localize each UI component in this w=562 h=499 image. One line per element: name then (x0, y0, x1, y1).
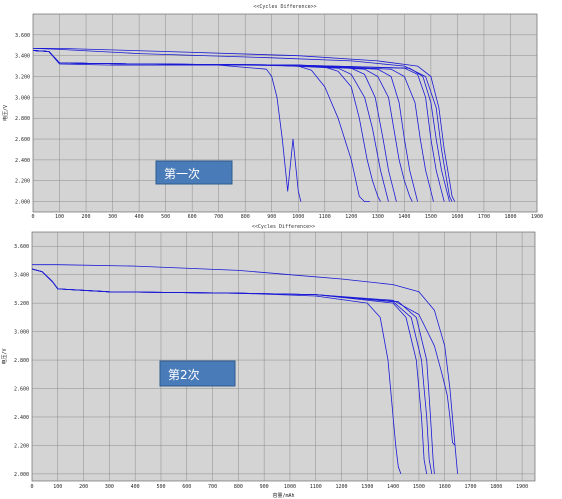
annotation-box (159, 360, 236, 387)
x-tick-label: 500 (161, 214, 170, 220)
x-tick-label: 300 (105, 484, 114, 490)
x-tick-label: 900 (260, 484, 269, 490)
y-tick-label: 2.600 (14, 387, 29, 393)
x-tick-label: 100 (53, 484, 62, 490)
x-tick-label: 1600 (451, 214, 463, 220)
series-line-11 (32, 48, 453, 202)
x-tick-label: 900 (267, 214, 276, 220)
chart-1: <<Cycles Difference>> 0 100 200 300 400 500 600… (2, 4, 543, 220)
x-tick-label: 1300 (372, 214, 384, 220)
y-axis-label: 电压/V (1, 348, 8, 364)
plot-area (31, 231, 536, 482)
annotation-label: 第2次 (168, 368, 200, 382)
x-tick-label: 1900 (531, 214, 543, 220)
x-tick-label: 1500 (425, 214, 437, 220)
annotation-box (155, 160, 233, 185)
x-tick-label: 1300 (361, 484, 373, 490)
series-line-1 (32, 50, 302, 202)
x-tick-label: 700 (208, 484, 217, 490)
x-tick-label: 600 (182, 484, 191, 490)
series-line-6 (32, 264, 458, 474)
x-tick-label: 700 (214, 214, 223, 220)
x-tick-label: 800 (241, 214, 250, 220)
x-axis-label: 容量/mAh (272, 492, 294, 499)
chart-2: <<Cycles Difference>> 0 100 200 300 400 500 600… (1, 224, 536, 499)
y-tick-label: 2.000 (14, 472, 29, 478)
x-tick-label: 400 (135, 214, 144, 220)
x-tick-label: 1400 (387, 484, 399, 490)
x-tick-label: 1800 (490, 484, 502, 490)
chart-title: <<Cycles Difference>> (252, 224, 315, 230)
x-tick-label: 1500 (413, 484, 425, 490)
y-tick-label: 2.200 (14, 443, 29, 449)
x-tick-label: 1700 (464, 484, 476, 490)
y-axis-label: 电压/V (2, 105, 9, 121)
y-tick-label: 3.400 (15, 54, 30, 60)
x-tick-label: 500 (156, 484, 165, 490)
series-group (31, 264, 458, 475)
series-line-5 (31, 268, 456, 446)
x-tick-label: 600 (188, 214, 197, 220)
x-tick-label: 1600 (439, 484, 451, 490)
x-tick-label: 1900 (516, 484, 528, 490)
x-tick-label: 200 (79, 484, 88, 490)
y-tick-label: 2.800 (15, 116, 30, 122)
y-tick-label: 2.400 (14, 415, 29, 421)
y-tick-label: 2.400 (15, 158, 30, 164)
x-tick-label: 1700 (478, 214, 490, 220)
y-tick-label: 3.000 (15, 95, 30, 101)
y-tick-label: 2.600 (15, 137, 30, 143)
x-tick-label: 100 (55, 214, 64, 220)
x-tick-label: 1400 (398, 214, 410, 220)
series-group (32, 48, 456, 203)
y-tick-label: 3.600 (14, 244, 29, 250)
x-tick-label: 1200 (345, 214, 357, 220)
x-tick-label: 800 (234, 484, 243, 490)
x-tick-label: 1100 (310, 484, 322, 490)
x-tick-label: 1200 (336, 484, 348, 490)
y-tick-label: 3.200 (15, 75, 30, 81)
y-tick-label: 2.800 (14, 358, 29, 364)
x-tick-label: 400 (131, 484, 140, 490)
x-tick-label: 0 (30, 484, 33, 490)
x-tick-label: 200 (82, 214, 91, 220)
x-tick-label: 0 (31, 214, 34, 220)
y-tick-label: 2.200 (15, 179, 30, 185)
plot-area (32, 13, 538, 213)
x-tick-label: 1000 (284, 484, 296, 490)
x-tick-label: 1800 (504, 214, 516, 220)
x-tick-label: 1100 (319, 214, 331, 220)
annotation-label: 第一次 (164, 167, 200, 181)
x-tick-label: 1000 (292, 214, 304, 220)
y-tick-label: 2.000 (15, 200, 30, 206)
series-line-12 (33, 48, 456, 202)
chart-title: <<Cycles Difference>> (253, 4, 316, 10)
y-tick-label: 3.400 (14, 273, 29, 279)
y-tick-label: 3.200 (14, 301, 29, 307)
y-tick-label: 3.600 (15, 33, 30, 39)
y-tick-label: 3.000 (14, 330, 29, 336)
x-tick-label: 300 (108, 214, 117, 220)
